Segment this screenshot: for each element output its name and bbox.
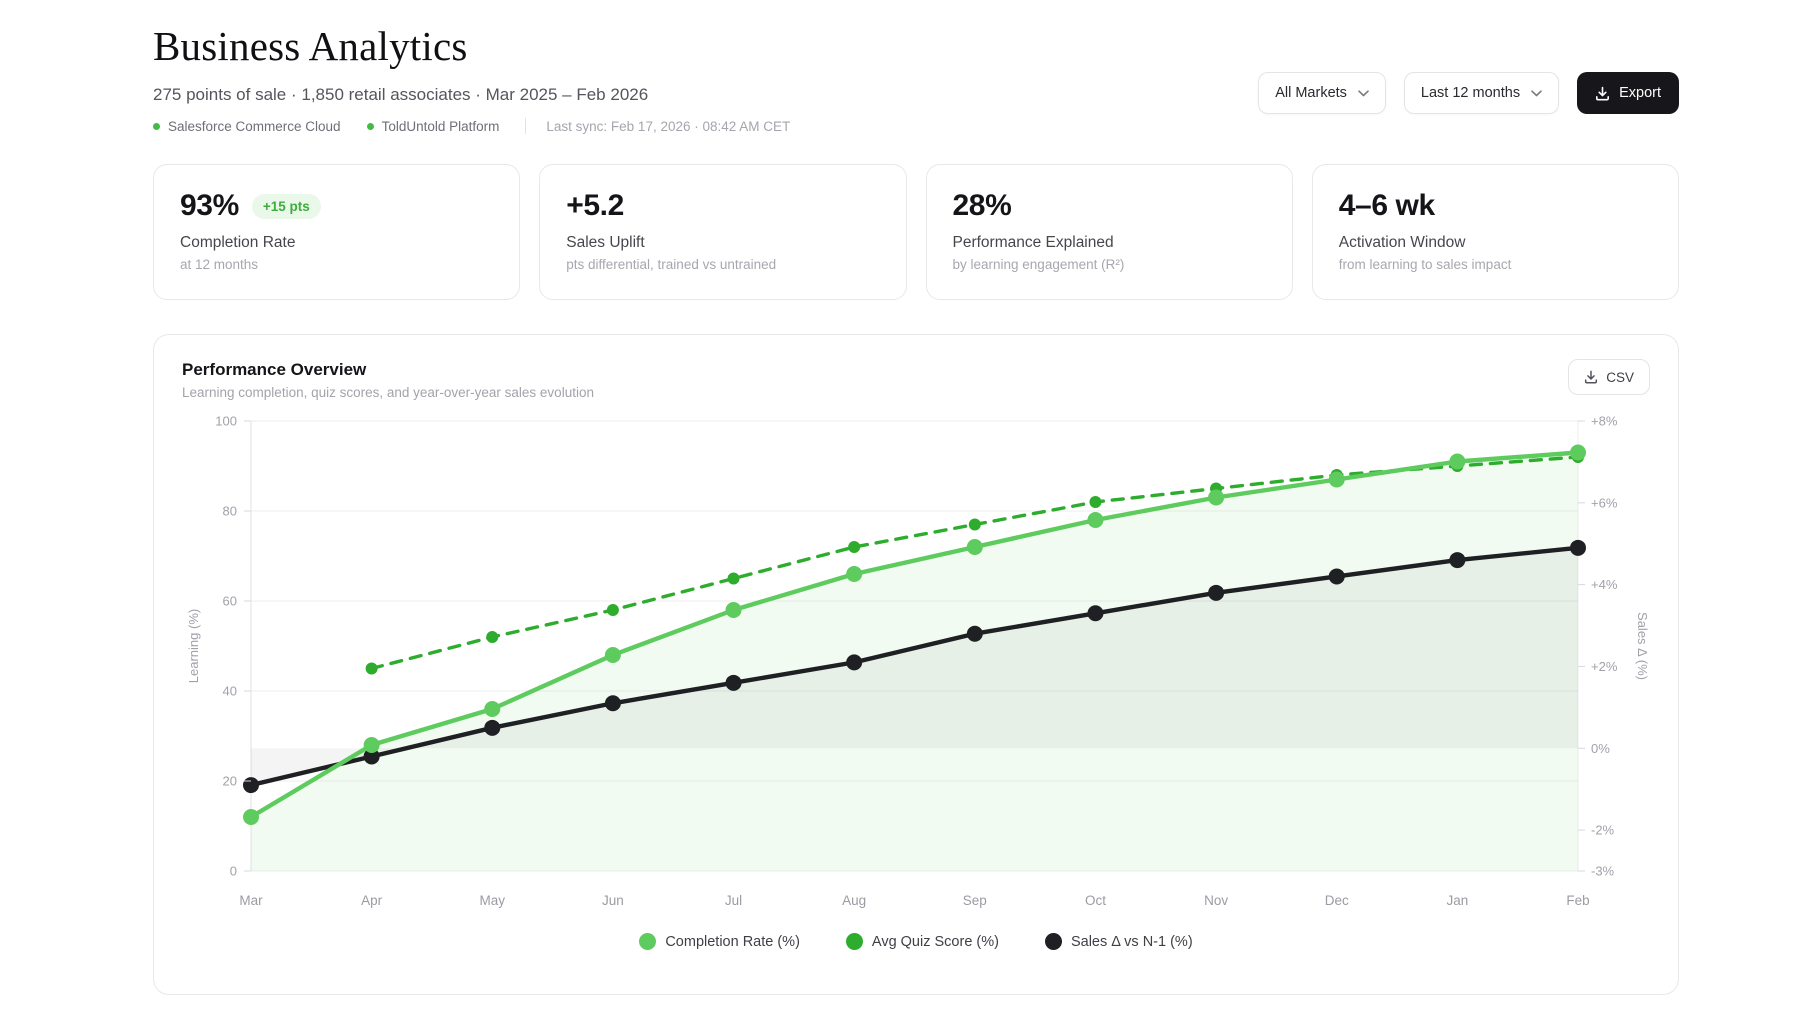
svg-text:Aug: Aug	[842, 893, 866, 908]
svg-text:Jun: Jun	[602, 893, 624, 908]
source-label: Salesforce Commerce Cloud	[168, 118, 341, 134]
csv-label: CSV	[1606, 369, 1634, 385]
svg-text:Dec: Dec	[1325, 893, 1349, 908]
legend-dot-icon	[845, 933, 863, 950]
page-subtitle: 275 points of sale · 1,850 retail associ…	[153, 85, 649, 104]
svg-text:40: 40	[223, 684, 237, 699]
kpi-sublabel: pts differential, trained vs untrained	[566, 257, 777, 272]
page-container: Business Analytics 275 points of sale · …	[153, 0, 1679, 995]
svg-text:Nov: Nov	[1204, 893, 1228, 908]
svg-text:0: 0	[230, 864, 237, 879]
period-filter-value: Last 12 months	[1420, 85, 1521, 101]
kpi-card-sales-uplift: +5.2 Sales Uplift pts differential, trai…	[539, 164, 907, 300]
kpi-sublabel: by learning engagement (R²)	[952, 257, 1125, 272]
kpi-card-performance-explained: 28% Performance Explained by learning en…	[925, 164, 1293, 300]
download-icon	[1595, 86, 1610, 101]
period-filter-dropdown[interactable]: Last 12 months	[1403, 72, 1560, 114]
last-sync-wrap: Last sync: Feb 17, 2026 · 08:42 AM CET	[525, 118, 790, 134]
chevron-down-icon	[1531, 89, 1542, 97]
svg-text:-3%: -3%	[1591, 864, 1615, 879]
export-label: Export	[1619, 85, 1661, 101]
svg-text:Jan: Jan	[1446, 893, 1468, 908]
kpi-value: +5.2	[566, 189, 624, 222]
chart-title: Performance Overview	[182, 360, 367, 379]
chart-legend: Completion Rate (%) Avg Quiz Score (%) S…	[154, 933, 1678, 950]
csv-button[interactable]: CSV	[1568, 359, 1650, 395]
kpi-value: 93%	[180, 189, 239, 222]
svg-text:Sales Δ (%): Sales Δ (%)	[1635, 612, 1650, 680]
svg-text:Mar: Mar	[239, 893, 263, 908]
market-filter-value: All Markets	[1275, 85, 1347, 101]
svg-text:+6%: +6%	[1591, 495, 1618, 510]
svg-text:May: May	[480, 893, 506, 908]
status-dot-icon	[366, 122, 374, 130]
svg-text:+8%: +8%	[1591, 414, 1618, 429]
header-controls: All Markets Last 12 months Export	[1258, 72, 1679, 114]
status-dot-icon	[153, 122, 160, 130]
svg-text:0%: 0%	[1591, 741, 1610, 756]
svg-text:-2%: -2%	[1591, 823, 1615, 838]
download-icon	[1584, 370, 1598, 384]
performance-chart: 0 20 40 60 80 100 -3% -2% 0% +2% +4% +6% +8% Learning…	[186, 414, 1650, 909]
svg-text:100: 100	[215, 414, 237, 429]
svg-text:80: 80	[223, 504, 237, 519]
kpi-sublabel: from learning to sales impact	[1338, 257, 1512, 272]
svg-text:Apr: Apr	[361, 893, 383, 908]
svg-text:Sep: Sep	[963, 893, 987, 908]
svg-text:Learning (%): Learning (%)	[186, 609, 201, 683]
kpi-value: 28%	[952, 189, 1012, 222]
kpi-badge: +15 pts	[251, 193, 321, 219]
export-button[interactable]: Export	[1577, 72, 1679, 114]
source-label: ToldUntold Platform	[381, 118, 500, 134]
kpi-label: Performance Explained	[952, 234, 1114, 251]
page-title: Business Analytics	[153, 23, 468, 69]
legend-label: Avg Quiz Score (%)	[871, 933, 999, 950]
kpi-card-completion-rate: 93% +15 pts Completion Rate at 12 months	[153, 164, 521, 300]
chart-card: Performance Overview Learning completion…	[153, 334, 1679, 995]
legend-label: Completion Rate (%)	[665, 933, 800, 950]
divider	[525, 118, 527, 134]
legend-item-completion-rate[interactable]: Completion Rate (%)	[639, 933, 800, 950]
legend-dot-icon	[639, 933, 657, 950]
kpi-label: Sales Uplift	[566, 234, 645, 251]
kpi-card-activation-window: 4–6 wk Activation Window from learning t…	[1311, 164, 1679, 300]
kpi-label: Activation Window	[1338, 234, 1466, 251]
legend-dot-icon	[1044, 933, 1062, 950]
svg-text:+2%: +2%	[1591, 659, 1618, 674]
kpi-value: 4–6 wk	[1338, 189, 1435, 222]
svg-text:+4%: +4%	[1591, 577, 1618, 592]
svg-text:20: 20	[223, 774, 237, 789]
market-filter-dropdown[interactable]: All Markets	[1258, 72, 1386, 114]
data-sources-row: Salesforce Commerce Cloud ToldUntold Pla…	[153, 118, 1679, 134]
svg-text:Oct: Oct	[1085, 893, 1106, 908]
kpi-sublabel: at 12 months	[180, 257, 259, 272]
chevron-down-icon	[1358, 89, 1369, 97]
svg-text:Feb: Feb	[1566, 893, 1589, 908]
legend-item-avg-quiz-score[interactable]: Avg Quiz Score (%)	[845, 933, 999, 950]
chart-subtitle: Learning completion, quiz scores, and ye…	[182, 385, 594, 400]
legend-label: Sales Δ vs N-1 (%)	[1070, 933, 1193, 950]
kpi-row: 93% +15 pts Completion Rate at 12 months…	[153, 164, 1679, 300]
svg-text:Jul: Jul	[725, 893, 742, 908]
source-badge: Salesforce Commerce Cloud	[153, 119, 341, 134]
last-sync: Last sync: Feb 17, 2026 · 08:42 AM CET	[546, 118, 791, 134]
svg-text:60: 60	[223, 594, 237, 609]
source-badge: ToldUntold Platform	[366, 118, 500, 134]
kpi-label: Completion Rate	[180, 234, 296, 251]
legend-item-sales-delta[interactable]: Sales Δ vs N-1 (%)	[1044, 933, 1193, 950]
